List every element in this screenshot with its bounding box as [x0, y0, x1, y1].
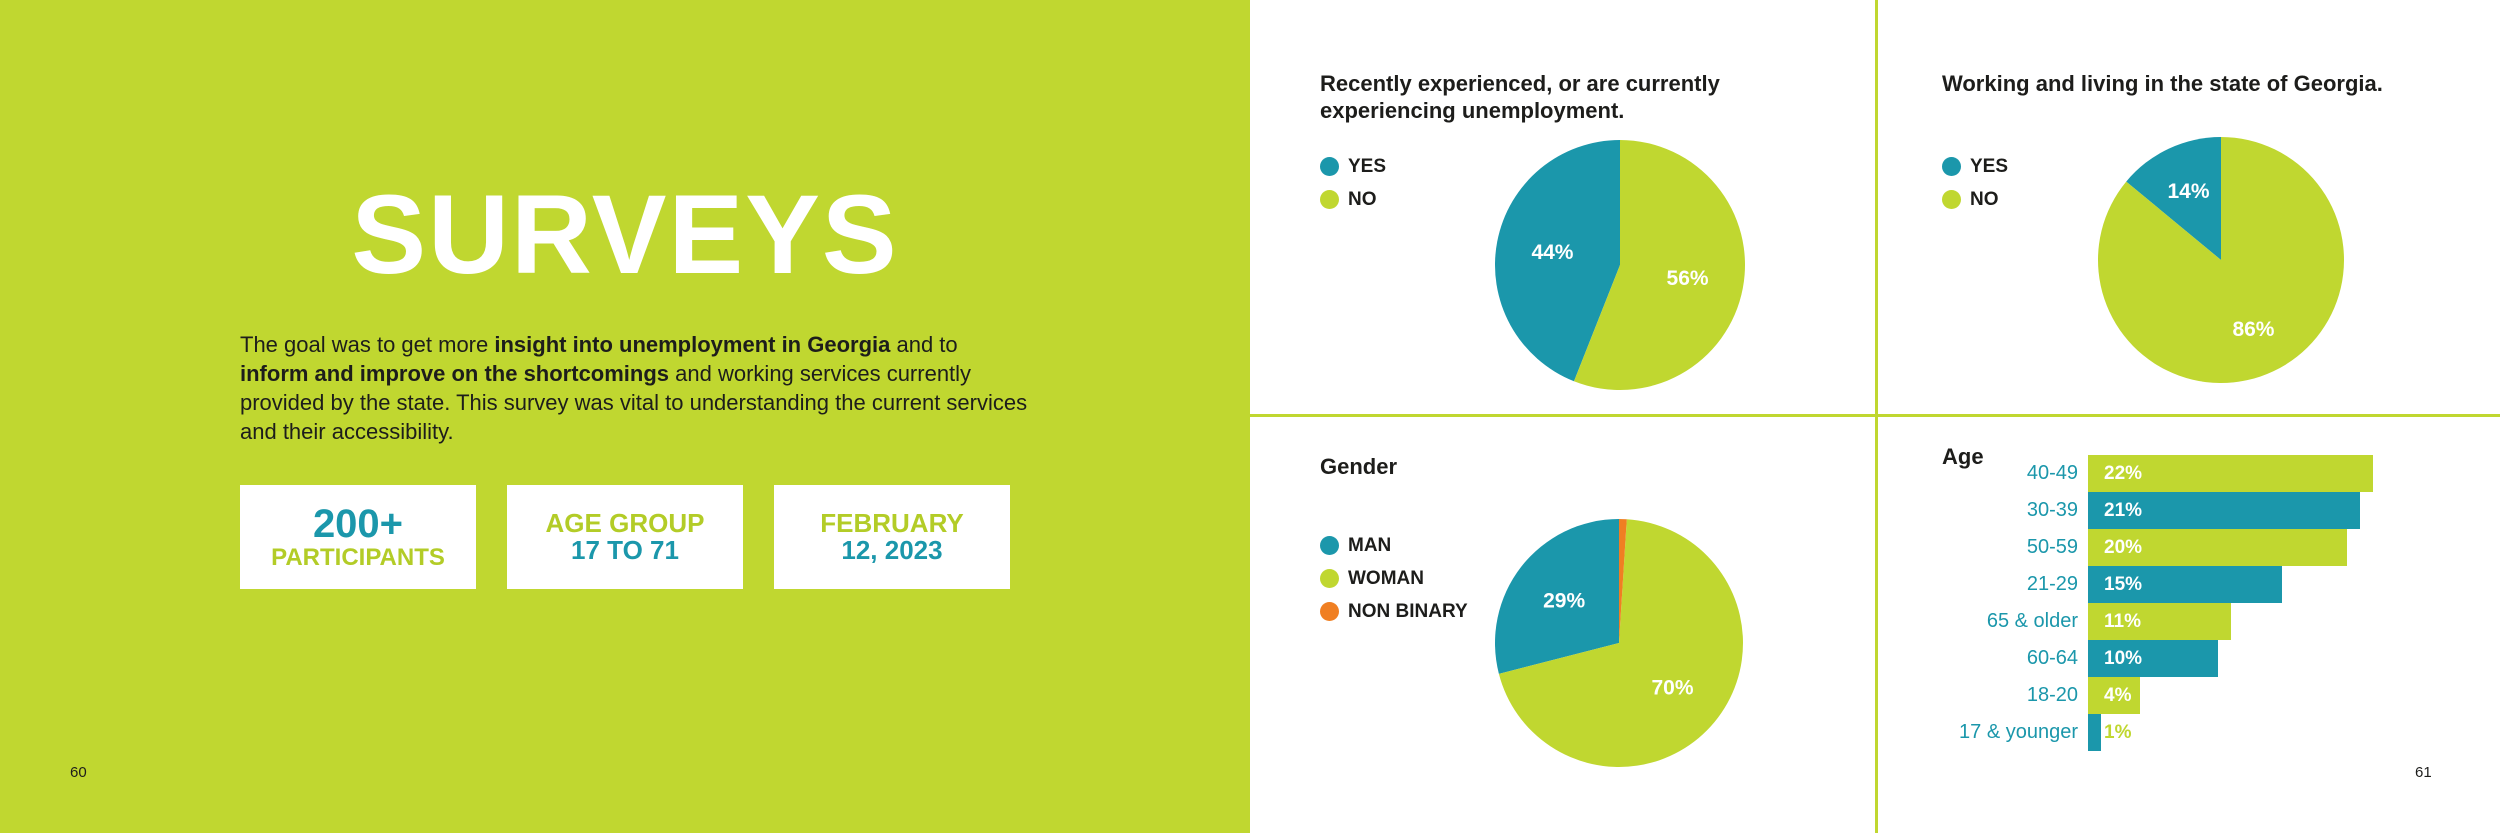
legend-swatch	[1320, 569, 1339, 588]
legend-label: MAN	[1348, 534, 1392, 556]
pie-chart-gender: 29% 70%	[1495, 519, 1743, 767]
age-bar-row: 30-39 21%	[1900, 492, 2361, 529]
legend-item-gender-1: WOMAN	[1320, 562, 1468, 595]
legend-swatch	[1320, 157, 1339, 176]
legend-swatch	[1320, 190, 1339, 209]
intro-segment: insight into unemployment in Georgia	[494, 332, 891, 357]
left-page: SURVEYS The goal was to get more insight…	[0, 0, 1250, 833]
pie-slice-gender-woman	[1498, 519, 1743, 767]
stat-date-day-year: 12, 2023	[841, 535, 943, 565]
pie-label-gender-woman: 70%	[1651, 676, 1693, 699]
intro-segment: and to	[890, 332, 958, 357]
age-bar-value: 10%	[2104, 648, 2143, 669]
pie-label-unemployment-yes: 44%	[1531, 241, 1573, 264]
age-bar: 11%	[2088, 603, 2231, 640]
age-bar-row: 60-64 10%	[1900, 640, 2218, 677]
age-bar: 4%	[2088, 677, 2140, 714]
pie-slice-gender-man	[1495, 519, 1619, 674]
age-bar-row: 18-20 4%	[1900, 677, 2140, 714]
legend-gender: MAN WOMAN NON BINARY	[1320, 529, 1468, 628]
stat-age-group-label: AGE GROUP	[545, 507, 705, 538]
age-bar-row: 21-29 15%	[1900, 566, 2283, 603]
age-category-label: 30-39	[2026, 499, 2078, 521]
chart-title-age: Age	[1942, 444, 1984, 469]
legend-swatch	[1942, 190, 1961, 209]
legend-label: YES	[1970, 155, 2009, 177]
age-bar: 1%	[2088, 714, 2131, 751]
pie-chart-unemployment: 44% 56%	[1495, 140, 1745, 390]
age-bar: 21%	[2088, 492, 2361, 529]
chart-title-gender: Gender	[1320, 454, 1398, 479]
legend-item-unemployment-1: NO	[1320, 183, 1386, 216]
horizontal-divider	[1250, 414, 2500, 417]
age-category-label: 50-59	[2026, 536, 2078, 558]
chart-title-unemployment: Recently experienced, or are currently e…	[1320, 71, 1720, 123]
age-bar-value: 20%	[2104, 537, 2143, 558]
bar-chart-age: 40-49 22% 30-39 21% 50-59 20% 21-29 15% 65 & old…	[1900, 455, 2460, 775]
legend-label: YES	[1348, 155, 1387, 177]
age-bar-row: 65 & older 11%	[1900, 603, 2231, 640]
legend-item-georgia-1: NO	[1942, 183, 2008, 216]
stat-date-month: FEBRUARY	[820, 507, 964, 538]
age-category-label: 18-20	[2026, 684, 2078, 706]
intro-segment: and working services currently provided …	[240, 361, 1028, 444]
age-bar: 22%	[2088, 455, 2373, 492]
stat-date: FEBRUARY 12, 2023	[774, 485, 1010, 589]
stat-participants-label: PARTICIPANTS	[271, 544, 445, 572]
pie-slice-georgia-yes	[2126, 137, 2221, 260]
intro-paragraph: The goal was to get more insight into un…	[240, 330, 1030, 446]
stat-age-group-value: 17 TO 71	[571, 535, 679, 565]
pie-label-unemployment-no: 56%	[1667, 267, 1709, 290]
age-bar-value: 15%	[2104, 574, 2143, 595]
legend-label: WOMAN	[1348, 567, 1424, 589]
legend-unemployment: YES NO	[1320, 150, 1386, 216]
pie-slice-gender-non-binary	[1619, 519, 1627, 643]
age-bar-value: 21%	[2104, 500, 2143, 521]
legend-label: NON BINARY	[1348, 600, 1468, 622]
legend-georgia: YES NO	[1942, 150, 2008, 216]
intro-segment: inform and improve on the shortcomings	[240, 361, 670, 386]
age-bar: 10%	[2088, 640, 2218, 677]
legend-swatch	[1320, 602, 1339, 621]
age-bar-row: 40-49 22%	[1900, 455, 2373, 492]
age-bar: 20%	[2088, 529, 2348, 566]
legend-item-unemployment-0: YES	[1320, 150, 1386, 183]
age-bar: 15%	[2088, 566, 2283, 603]
age-category-label: 65 & older	[1986, 610, 2078, 632]
legend-swatch	[1942, 157, 1961, 176]
age-category-label: 40-49	[2026, 462, 2078, 484]
age-bar-value: 4%	[2104, 685, 2132, 706]
legend-item-gender-2: NON BINARY	[1320, 595, 1468, 628]
chart-title-georgia: Working and living in the state of Georg…	[1942, 71, 2383, 96]
legend-item-gender-0: MAN	[1320, 529, 1468, 562]
pie-label-georgia-no: 86%	[2232, 318, 2274, 341]
age-bar-value: 22%	[2104, 463, 2143, 484]
pie-slice-unemployment-yes	[1495, 140, 1620, 382]
age-category-label: 17 & younger	[1959, 721, 2078, 743]
pie-label-gender-man: 29%	[1543, 589, 1585, 612]
stat-participants: 200+ PARTICIPANTS	[240, 485, 476, 589]
pie-slice-unemployment-no	[1573, 140, 1745, 390]
stat-participants-value: 200+	[312, 502, 404, 547]
age-bar-value: 11%	[2104, 611, 2141, 632]
age-category-label: 60-64	[2026, 647, 2078, 669]
age-bar-value: 1%	[2104, 722, 2132, 743]
intro-segment: The goal was to get more	[240, 332, 495, 357]
legend-label: NO	[1970, 188, 1999, 210]
stat-age-group: AGE GROUP 17 TO 71	[507, 485, 743, 589]
page-title: SURVEYS	[351, 172, 899, 297]
age-category-label: 21-29	[2026, 573, 2078, 595]
legend-item-georgia-0: YES	[1942, 150, 2008, 183]
age-bar-row: 17 & younger 1%	[1900, 714, 2131, 751]
pie-label-georgia-yes: 14%	[2168, 180, 2210, 203]
page-number-right: 61	[2415, 764, 2432, 781]
legend-swatch	[1320, 536, 1339, 555]
pie-chart-georgia: 14% 86%	[2098, 137, 2344, 383]
page-number-left: 60	[70, 764, 87, 781]
legend-label: NO	[1348, 188, 1377, 210]
pie-slice-georgia-no	[2098, 137, 2344, 383]
age-bar-row: 50-59 20%	[1900, 529, 2348, 566]
